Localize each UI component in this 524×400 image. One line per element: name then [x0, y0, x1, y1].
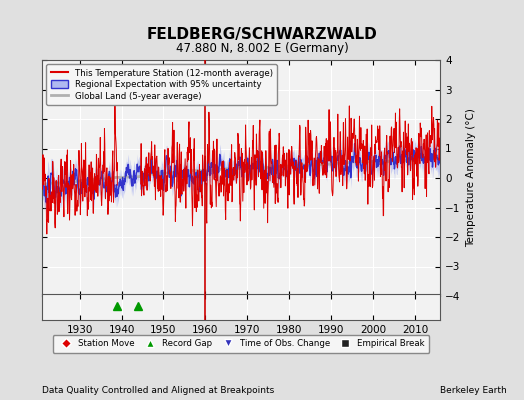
Y-axis label: Temperature Anomaly (°C): Temperature Anomaly (°C)	[466, 108, 476, 248]
Text: 47.880 N, 8.002 E (Germany): 47.880 N, 8.002 E (Germany)	[176, 42, 348, 55]
Legend: This Temperature Station (12-month average), Regional Expectation with 95% uncer: This Temperature Station (12-month avera…	[46, 64, 277, 105]
Text: FELDBERG/SCHWARZWALD: FELDBERG/SCHWARZWALD	[147, 27, 377, 42]
Text: Berkeley Earth: Berkeley Earth	[440, 386, 507, 395]
Legend: Station Move, Record Gap, Time of Obs. Change, Empirical Break: Station Move, Record Gap, Time of Obs. C…	[53, 335, 429, 353]
Text: Data Quality Controlled and Aligned at Breakpoints: Data Quality Controlled and Aligned at B…	[42, 386, 274, 395]
